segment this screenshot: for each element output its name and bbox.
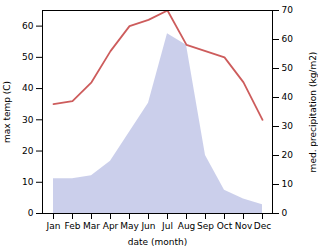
svg-text:med. precipitation (kg/m2): med. precipitation (kg/m2) [308,52,318,173]
svg-text:May: May [120,221,139,231]
svg-text:max temp (C): max temp (C) [2,81,12,143]
svg-text:70: 70 [282,5,294,15]
svg-text:20: 20 [282,150,294,160]
svg-text:Jan: Jan [46,221,61,231]
svg-text:Dec: Dec [254,221,271,231]
svg-text:30: 30 [282,121,294,131]
svg-text:Oct: Oct [217,221,233,231]
svg-text:Sep: Sep [197,221,214,231]
svg-text:Nov: Nov [235,221,253,231]
svg-text:40: 40 [22,83,34,93]
svg-text:10: 10 [22,177,34,187]
svg-text:60: 60 [22,21,34,31]
svg-text:50: 50 [22,52,34,62]
svg-text:60: 60 [282,34,294,44]
svg-text:Jun: Jun [140,221,155,231]
svg-text:Jul: Jul [161,221,173,231]
svg-text:10: 10 [282,179,294,189]
svg-text:Mar: Mar [83,221,100,231]
svg-text:Aug: Aug [178,221,196,231]
svg-text:50: 50 [282,63,294,73]
svg-text:30: 30 [22,115,34,125]
svg-text:0: 0 [28,208,34,218]
svg-text:40: 40 [282,92,294,102]
svg-text:date (month): date (month) [128,237,187,247]
svg-text:Feb: Feb [65,221,81,231]
svg-text:0: 0 [282,208,288,218]
svg-text:20: 20 [22,146,34,156]
svg-text:Apr: Apr [103,221,119,231]
